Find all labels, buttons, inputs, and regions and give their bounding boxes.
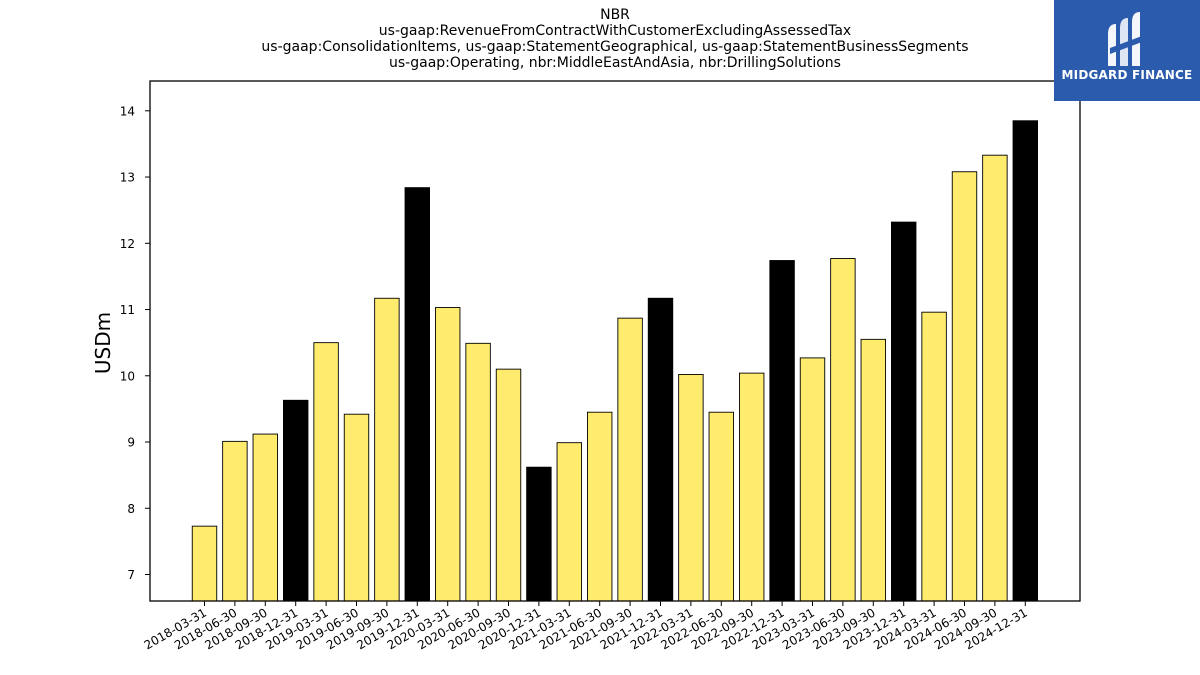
chart-title: NBR us-gaap:RevenueFromContractWithCusto… — [150, 7, 1080, 71]
bar-2019-06-30 — [343, 413, 370, 602]
bar-2022-03-31 — [678, 374, 704, 602]
chart-title-ticker: NBR — [600, 7, 630, 23]
y-tick-label: 12 — [120, 237, 135, 251]
bar-2021-12-31 — [647, 297, 674, 602]
y-axis-label: USDm — [91, 312, 115, 374]
bar-2024-06-30 — [951, 171, 978, 602]
y-tick-label: 9 — [127, 436, 135, 450]
bar-2022-09-30 — [739, 372, 765, 602]
x-axis: 2018-03-312018-06-302018-09-302018-12-31… — [142, 601, 1030, 652]
y-tick-label: 11 — [120, 303, 135, 317]
bars-group — [191, 120, 1038, 602]
logo-mark-icon — [1108, 12, 1142, 66]
logo-text: MIDGARD FINANCE — [1061, 68, 1193, 82]
bar-2021-03-31 — [556, 442, 582, 602]
bar-2018-12-31 — [283, 399, 309, 602]
bar-2023-12-31 — [891, 221, 917, 602]
bar-2022-06-30 — [708, 411, 734, 602]
bar-2018-06-30 — [222, 440, 248, 602]
chart-title-concept: us-gaap:RevenueFromContractWithCustomerE… — [378, 23, 852, 39]
bar-2023-06-30 — [830, 258, 856, 602]
bar-2023-03-31 — [799, 357, 826, 602]
y-tick-label: 8 — [127, 502, 135, 516]
chart-title-members: us-gaap:Operating, nbr:MiddleEastAndAsia… — [389, 55, 841, 71]
brand-logo: MIDGARD FINANCE — [1054, 0, 1200, 101]
y-tick-label: 13 — [120, 171, 135, 185]
bar-2024-12-31 — [1012, 120, 1038, 602]
bar-2020-12-31 — [526, 466, 552, 602]
bar-2020-09-30 — [495, 368, 522, 602]
y-tick-label: 10 — [120, 369, 135, 383]
bar-2024-03-31 — [921, 311, 947, 602]
bar-2022-12-31 — [769, 260, 795, 602]
bar-2019-09-30 — [374, 297, 400, 602]
plot-frame — [149, 80, 1081, 602]
y-tick-label: 14 — [120, 104, 135, 118]
bar-2018-03-31 — [191, 525, 218, 602]
bar-2020-03-31 — [435, 307, 461, 602]
bar-2024-09-30 — [982, 154, 1008, 602]
chart-title-axes: us-gaap:ConsolidationItems, us-gaap:Stat… — [261, 39, 969, 55]
y-tick-label: 7 — [127, 568, 135, 582]
bar-2021-09-30 — [617, 317, 643, 602]
bar-2021-06-30 — [587, 411, 613, 602]
bar-2023-09-30 — [860, 338, 886, 602]
bar-2018-09-30 — [252, 433, 279, 602]
bar-2020-06-30 — [465, 342, 491, 602]
bar-2019-12-31 — [404, 187, 430, 602]
bar-2019-03-31 — [313, 342, 339, 602]
y-axis: 7 8 9 10 11 12 13 14 — [120, 104, 150, 582]
